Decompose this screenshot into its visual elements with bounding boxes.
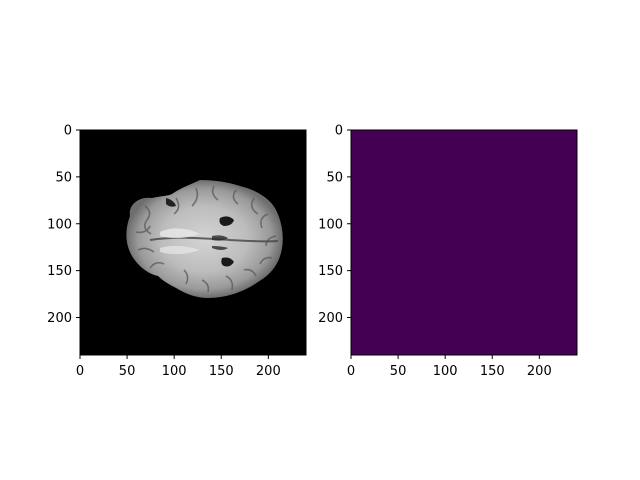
mask-x-tick-label: 0 bbox=[347, 364, 355, 379]
mri-y-axis: 0 50 100 150 200 bbox=[47, 124, 80, 326]
mri-y-tick-label: 0 bbox=[64, 124, 72, 139]
mask-y-tick-label: 150 bbox=[318, 264, 343, 279]
mask-y-axis: 0 50 100 150 200 bbox=[318, 124, 351, 326]
mask-image bbox=[351, 130, 577, 355]
mri-x-tick-label: 150 bbox=[209, 364, 234, 379]
mri-axes-frame bbox=[79, 129, 307, 356]
mri-x-axis: 0 50 100 150 200 bbox=[76, 355, 281, 379]
mri-x-tick-label: 100 bbox=[162, 364, 187, 379]
mask-y-tick-label: 100 bbox=[318, 217, 343, 232]
mask-y-tick-label: 50 bbox=[326, 170, 343, 185]
mask-y-tick-label: 0 bbox=[335, 124, 343, 139]
mri-y-tick-label: 50 bbox=[55, 170, 72, 185]
mri-x-tick-label: 0 bbox=[76, 364, 84, 379]
mri-x-tick-label: 50 bbox=[119, 364, 136, 379]
mask-x-tick-label: 150 bbox=[480, 364, 505, 379]
brain-slice-image bbox=[126, 180, 283, 298]
mask-x-axis: 0 50 100 150 200 bbox=[347, 355, 552, 379]
mask-x-tick-label: 50 bbox=[390, 364, 407, 379]
mri-y-tick-label: 150 bbox=[47, 264, 72, 279]
mask-x-tick-label: 200 bbox=[527, 364, 552, 379]
mri-y-tick-label: 100 bbox=[47, 217, 72, 232]
mask-panel: 0 50 100 150 200 0 50 100 150 200 bbox=[318, 124, 578, 379]
mask-x-tick-label: 100 bbox=[433, 364, 458, 379]
mri-panel: 0 50 100 150 200 0 50 100 150 200 bbox=[47, 124, 307, 379]
mri-y-tick-label: 200 bbox=[47, 311, 72, 326]
mri-x-tick-label: 200 bbox=[256, 364, 281, 379]
mask-axes-frame bbox=[350, 129, 578, 356]
mask-y-tick-label: 200 bbox=[318, 311, 343, 326]
